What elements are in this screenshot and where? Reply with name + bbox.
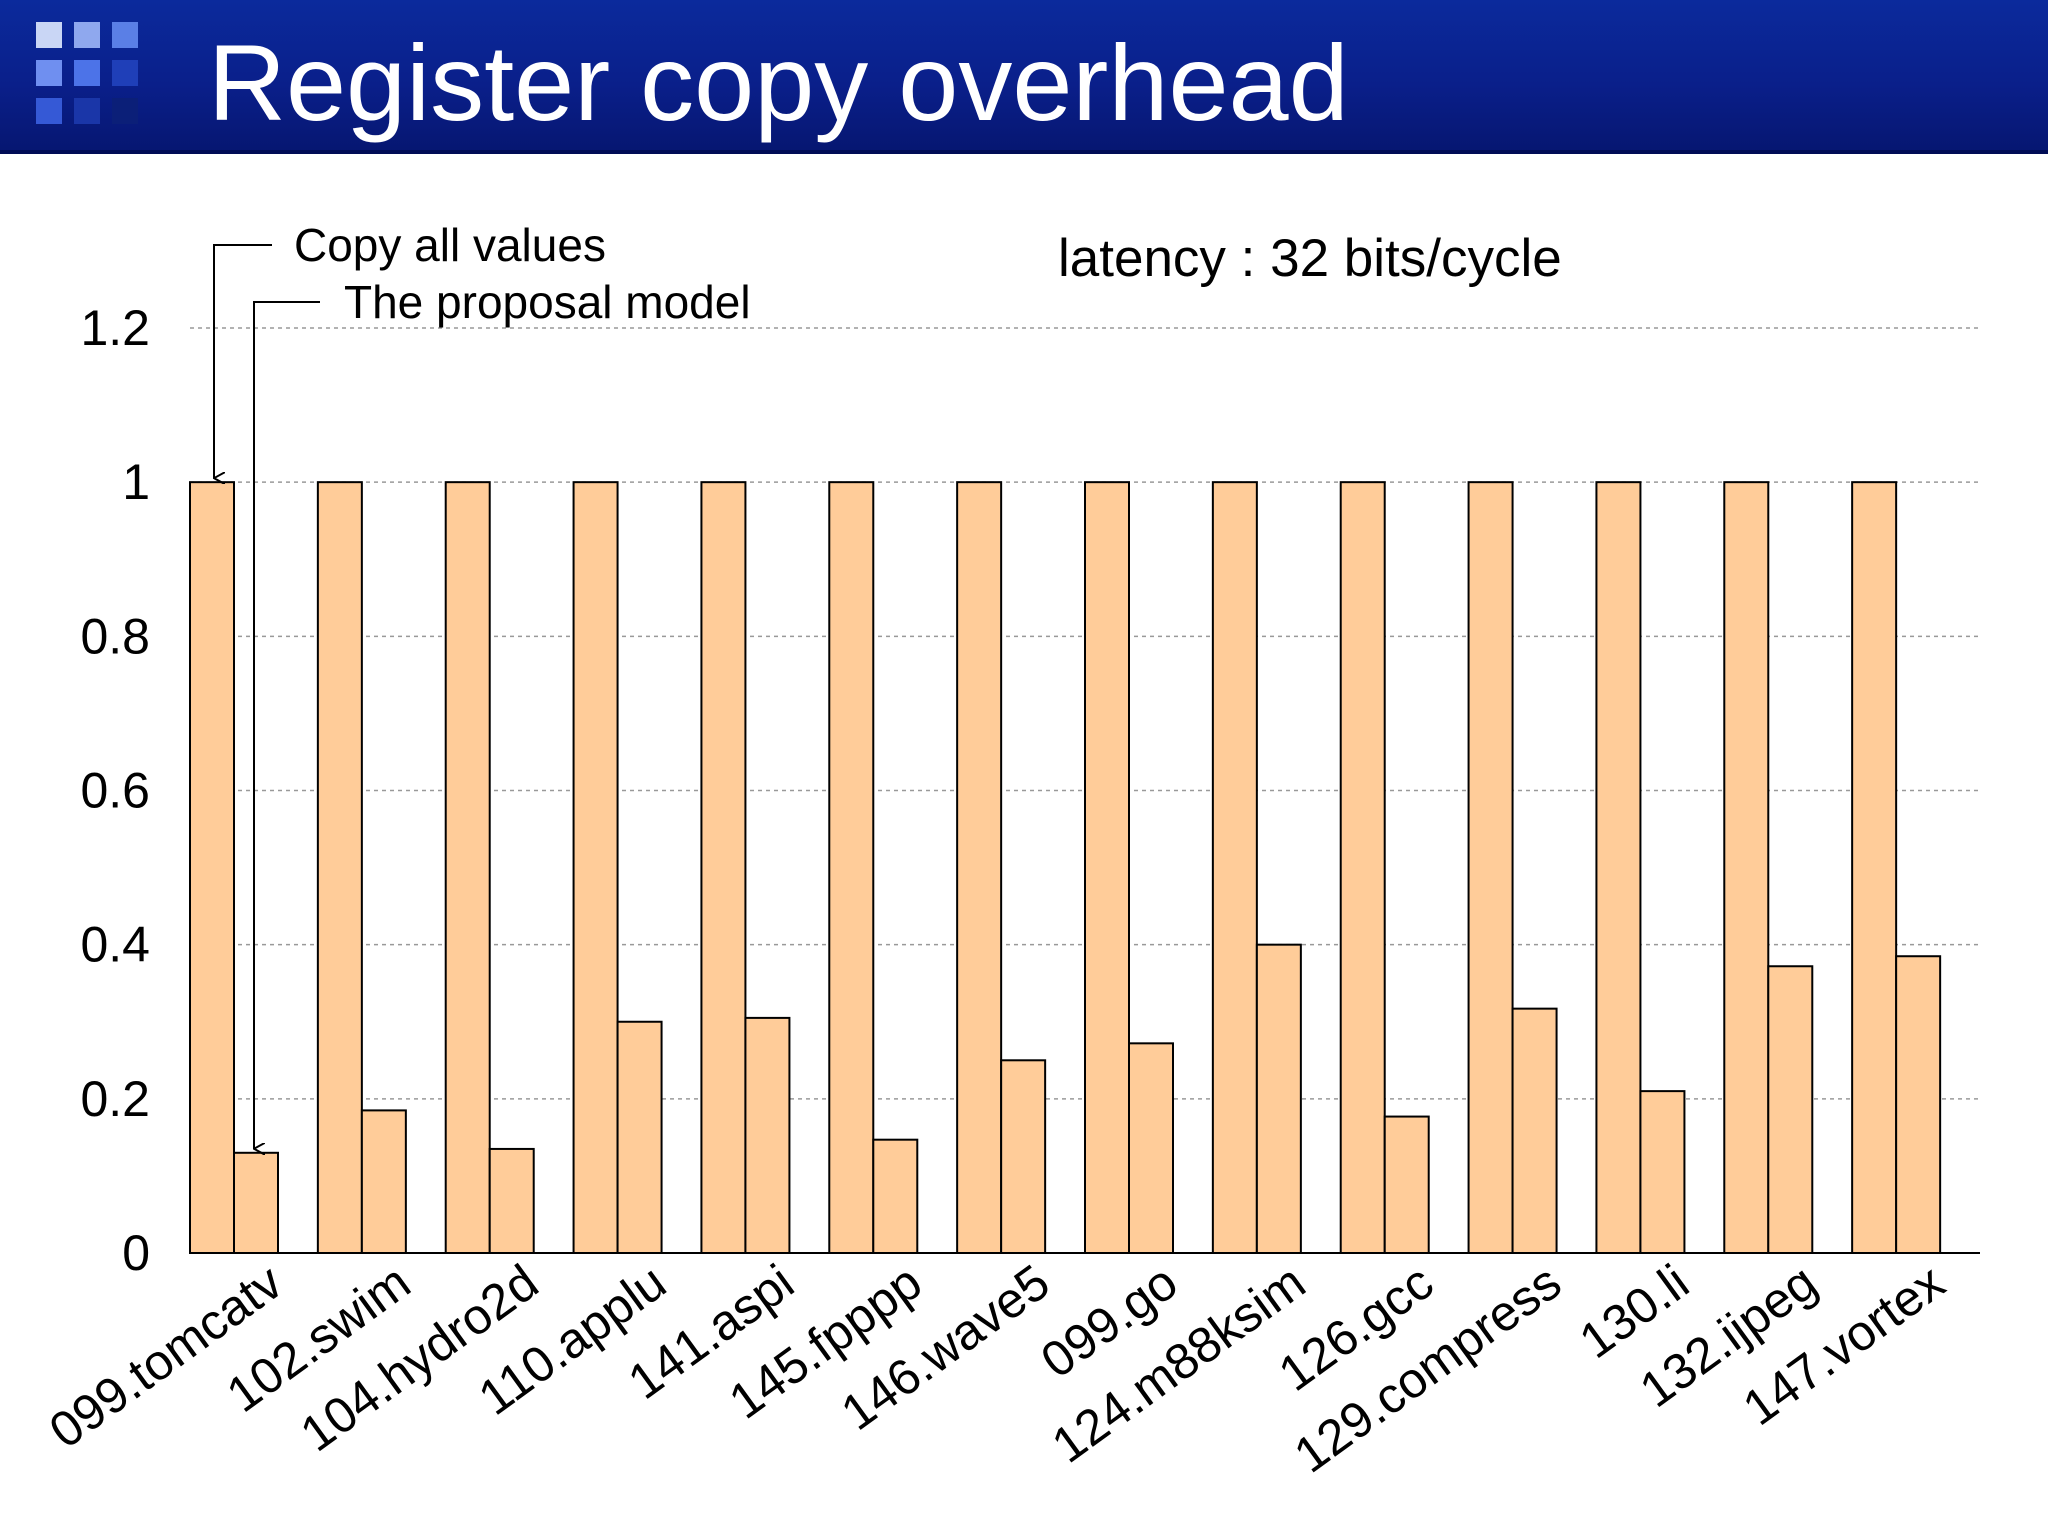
bar-copy-all-099.tomcatv <box>189 481 235 1254</box>
bar-proposal-102.swim <box>360 1109 407 1255</box>
legend-label-proposal: The proposal model <box>344 276 751 328</box>
bar-copy-all-145.fpppp <box>828 481 875 1254</box>
bar-proposal-099.tomcatv <box>233 1151 279 1254</box>
bar-copy-all-099.go <box>1084 481 1130 1254</box>
bar-copy-all-102.swim <box>316 481 363 1254</box>
y-tick-label: 0 <box>122 1225 150 1281</box>
bar-proposal-129.compress <box>1511 1007 1558 1254</box>
bar-proposal-104.hydro2d <box>488 1147 535 1254</box>
bar-copy-all-146.wave5 <box>956 481 1003 1254</box>
legend-pointer-copy-all <box>213 244 272 478</box>
slide-title: Register copy overhead <box>208 22 1349 143</box>
bar-proposal-132.ijpeg <box>1767 965 1814 1254</box>
legend-label-copy-all: Copy all values <box>294 219 606 271</box>
legend-pointer-proposal <box>253 301 320 1149</box>
y-tick-label: 1 <box>122 454 150 510</box>
bar-copy-all-124.m88ksim <box>1211 481 1258 1254</box>
bar-proposal-146.wave5 <box>1000 1059 1047 1254</box>
y-tick-label: 0.8 <box>80 608 150 664</box>
bar-proposal-147.vortex <box>1895 955 1942 1255</box>
y-axis-ticks: 0 0.2 0.4 0.6 0.8 1 1.2 <box>80 300 150 1281</box>
bar-copy-all-132.ijpeg <box>1723 481 1770 1254</box>
bar-proposal-145.fpppp <box>872 1138 919 1254</box>
bar-proposal-110.applu <box>616 1020 663 1254</box>
bar-copy-all-110.applu <box>572 481 619 1254</box>
title-bar-rule <box>0 150 2048 154</box>
bars <box>189 481 1942 1255</box>
bar-proposal-141.aspi <box>744 1016 791 1254</box>
bar-proposal-099.go <box>1128 1042 1174 1255</box>
title-bar: Register copy overhead <box>0 0 2048 154</box>
y-tick-label: 0.6 <box>80 763 150 819</box>
y-tick-label: 0.2 <box>80 1071 150 1127</box>
y-tick-label: 0.4 <box>80 917 150 973</box>
bar-proposal-126.gcc <box>1383 1115 1430 1254</box>
legend: Copy all values The proposal model <box>213 219 751 1149</box>
y-tick-label: 1.2 <box>80 300 150 356</box>
logo-grid-icon <box>36 22 156 132</box>
bar-copy-all-141.aspi <box>700 481 747 1254</box>
bar-proposal-130.li <box>1639 1090 1686 1254</box>
bar-copy-all-130.li <box>1595 481 1642 1254</box>
x-axis-ticks: 099.tomcatv102.swim104.hydro2d110.applu1… <box>39 1254 1954 1484</box>
bar-copy-all-129.compress <box>1467 481 1514 1254</box>
bar-copy-all-126.gcc <box>1339 481 1386 1254</box>
bar-proposal-124.m88ksim <box>1255 943 1302 1255</box>
bar-copy-all-147.vortex <box>1851 481 1898 1254</box>
bar-copy-all-104.hydro2d <box>444 481 491 1254</box>
latency-annotation: latency : 32 bits/cycle <box>1058 229 1562 288</box>
